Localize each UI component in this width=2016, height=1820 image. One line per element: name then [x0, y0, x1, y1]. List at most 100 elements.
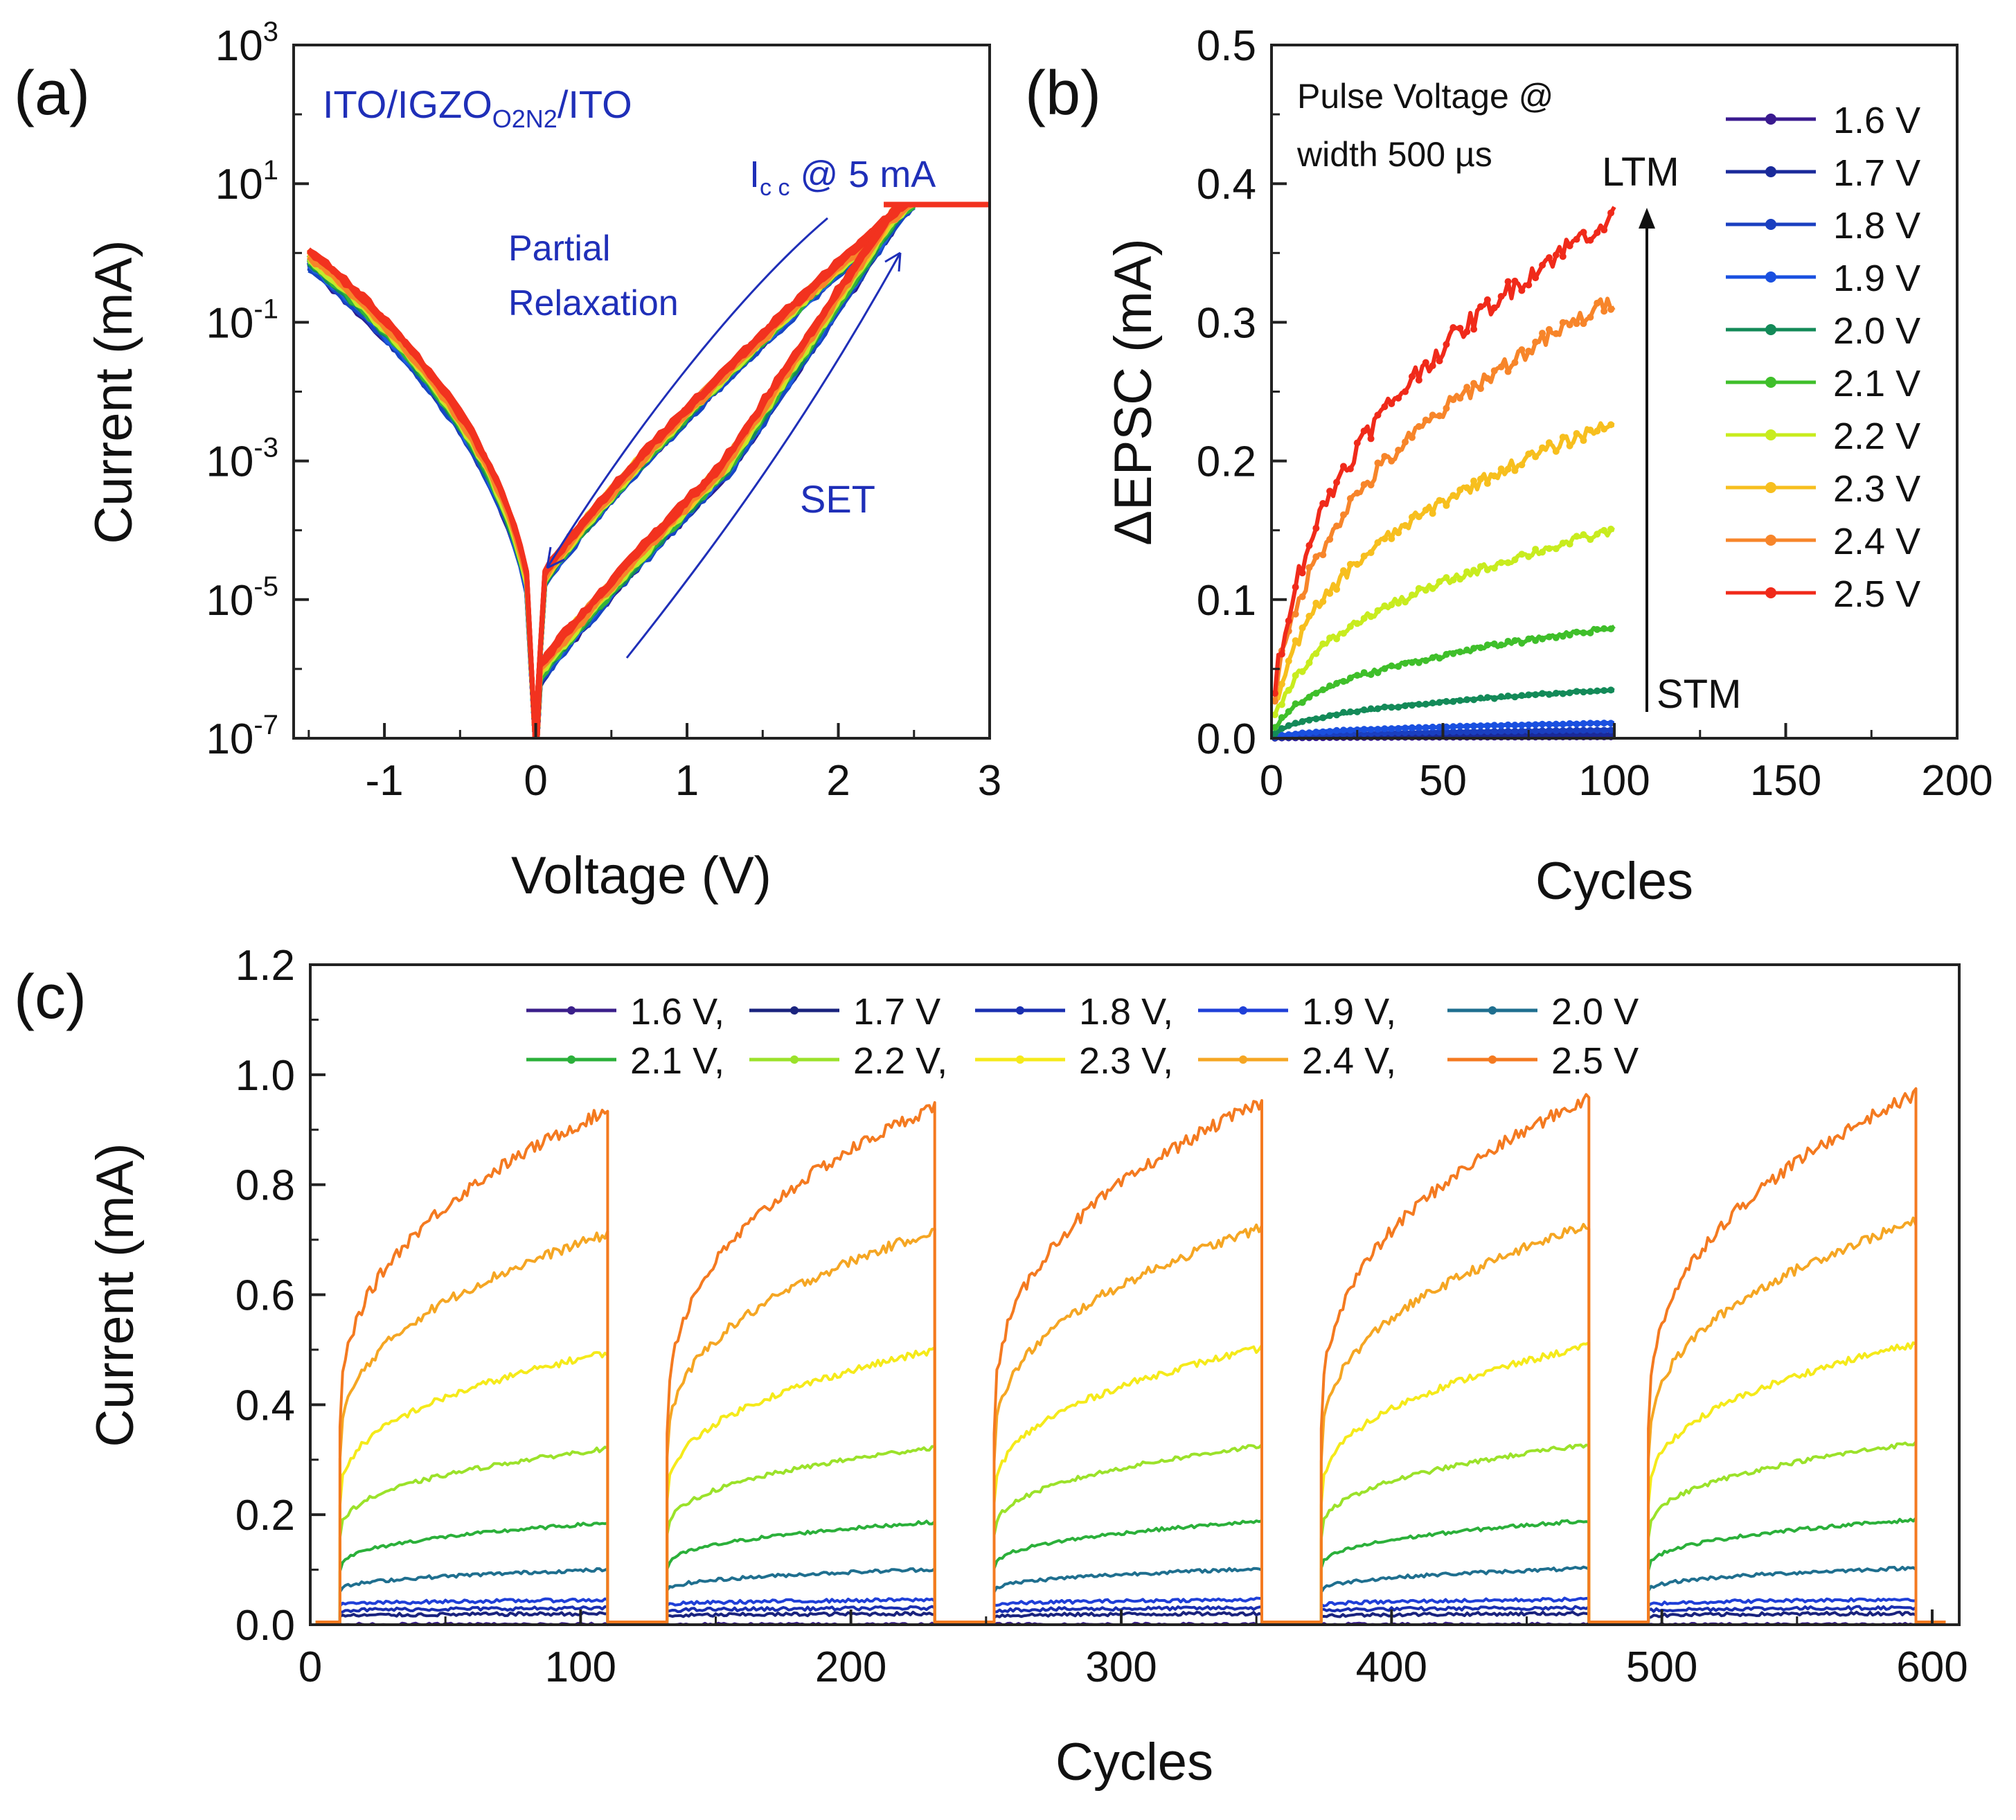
b-series-marker	[1545, 254, 1553, 262]
b-series-marker	[1422, 729, 1429, 736]
b-legend-marker	[1765, 535, 1776, 546]
b-series-marker	[1477, 563, 1484, 571]
b-series-marker	[1470, 645, 1478, 652]
b-series-marker	[1353, 439, 1361, 447]
b-series-marker	[1326, 712, 1334, 720]
b-series-marker	[1559, 319, 1567, 326]
b-series-marker	[1326, 535, 1334, 543]
b-series-marker	[1490, 640, 1498, 648]
b-series-marker	[1333, 585, 1341, 593]
b-series-marker	[1367, 670, 1375, 678]
b-series-marker	[1278, 701, 1285, 708]
b-series-marker	[1292, 637, 1299, 645]
b-series-marker	[1470, 477, 1478, 485]
b-series-marker	[1449, 396, 1457, 404]
b-series-marker	[1422, 506, 1429, 514]
b-series-marker	[1319, 728, 1327, 735]
b-series-marker	[1312, 729, 1320, 736]
b-series-marker	[1422, 359, 1429, 366]
b-series-marker	[1388, 662, 1395, 670]
b-series-marker	[1436, 497, 1443, 504]
b-series-marker	[1539, 548, 1546, 556]
c-legend-label: 1.6 V,	[630, 991, 724, 1033]
b-series-marker	[1346, 675, 1354, 682]
b-series-marker	[1497, 727, 1505, 735]
b-series-marker	[1573, 533, 1580, 540]
b-series-marker	[1346, 708, 1354, 715]
b-series-marker	[1443, 341, 1450, 348]
b-series-marker	[1395, 529, 1402, 537]
b-series-marker	[1326, 634, 1334, 642]
b-series-marker	[1443, 728, 1450, 735]
b-series-marker	[1436, 723, 1443, 731]
b-series-marker	[1566, 726, 1573, 734]
b-series-marker	[1415, 701, 1422, 708]
b-series-marker	[1436, 412, 1443, 420]
b-series-marker	[1504, 727, 1512, 735]
b-series-marker	[1305, 564, 1313, 571]
b-legend-marker	[1765, 482, 1776, 493]
b-series-marker	[1456, 728, 1464, 735]
b-series-marker	[1449, 492, 1457, 499]
b-series-marker	[1367, 481, 1375, 489]
b-series-marker	[1518, 639, 1526, 647]
a-relax-arrow	[546, 217, 828, 569]
b-series-marker	[1594, 530, 1601, 538]
b-series-marker	[1381, 703, 1389, 711]
panel-a-relax-line2: Relaxation	[508, 283, 679, 323]
b-series-marker	[1436, 578, 1443, 585]
b-series-marker	[1299, 699, 1306, 706]
b-series-marker	[1600, 720, 1608, 727]
b-series-marker	[1587, 629, 1594, 636]
b-series-marker	[1470, 728, 1478, 735]
b-series-marker	[1415, 659, 1422, 666]
b-legend-marker	[1765, 219, 1776, 230]
b-series-marker	[1395, 704, 1402, 711]
a-ytick-exp: -3	[253, 433, 278, 463]
b-series-marker	[1305, 659, 1313, 666]
a-ytick-label: 10-1	[206, 294, 278, 347]
b-series-marker	[1539, 690, 1546, 697]
b-series-marker	[1552, 726, 1560, 734]
b-series-marker	[1388, 725, 1395, 733]
b-series-marker	[1456, 697, 1464, 704]
panel-a-device-label: ITO/IGZOO2N2/ITO	[323, 82, 632, 133]
b-series-marker	[1429, 585, 1436, 592]
b-series-marker	[1456, 722, 1464, 730]
c-series-line	[315, 1565, 1946, 1623]
c-legend-label: 2.5 V	[1551, 1040, 1639, 1082]
b-series-marker	[1292, 720, 1299, 727]
b-series-marker	[1552, 634, 1560, 641]
b-series-marker	[1402, 598, 1409, 606]
b-series-marker	[1483, 296, 1491, 303]
b-series-marker	[1339, 511, 1347, 519]
b-series-marker	[1395, 447, 1402, 454]
panel-c: (c) 0 100 200 300 400 500 600 0.0 0.2 0.4 0.6 0.8 1.…	[14, 942, 1968, 1792]
b-series-marker	[1429, 654, 1436, 661]
b-series-marker	[1312, 715, 1320, 722]
b-series-marker	[1326, 589, 1334, 597]
b-series-marker	[1552, 690, 1560, 697]
c-ytick-label: 0.0	[235, 1602, 295, 1650]
c-legend-label: 2.4 V,	[1302, 1040, 1396, 1082]
b-series-line	[1273, 206, 1616, 694]
b-series-marker	[1580, 688, 1587, 696]
b-series-marker	[1271, 697, 1278, 705]
b-series-marker	[1449, 576, 1457, 584]
b-series-marker	[1339, 463, 1347, 470]
b-series-marker	[1573, 726, 1580, 734]
b-series-marker	[1285, 708, 1292, 715]
b-series-marker	[1532, 691, 1540, 699]
b-series-marker	[1559, 539, 1567, 547]
b-series-marker	[1443, 650, 1450, 658]
b-series-marker	[1504, 368, 1512, 375]
b-series-marker	[1456, 324, 1464, 332]
b-series-marker	[1518, 551, 1526, 558]
a-ytick-base: 10	[206, 715, 253, 763]
b-series-marker	[1566, 321, 1573, 329]
b-series-marker	[1518, 692, 1526, 699]
a-relax-arrowhead	[546, 546, 565, 569]
b-series-marker	[1408, 591, 1416, 599]
a-set-arrowhead	[884, 251, 902, 272]
b-series-marker	[1559, 690, 1567, 697]
